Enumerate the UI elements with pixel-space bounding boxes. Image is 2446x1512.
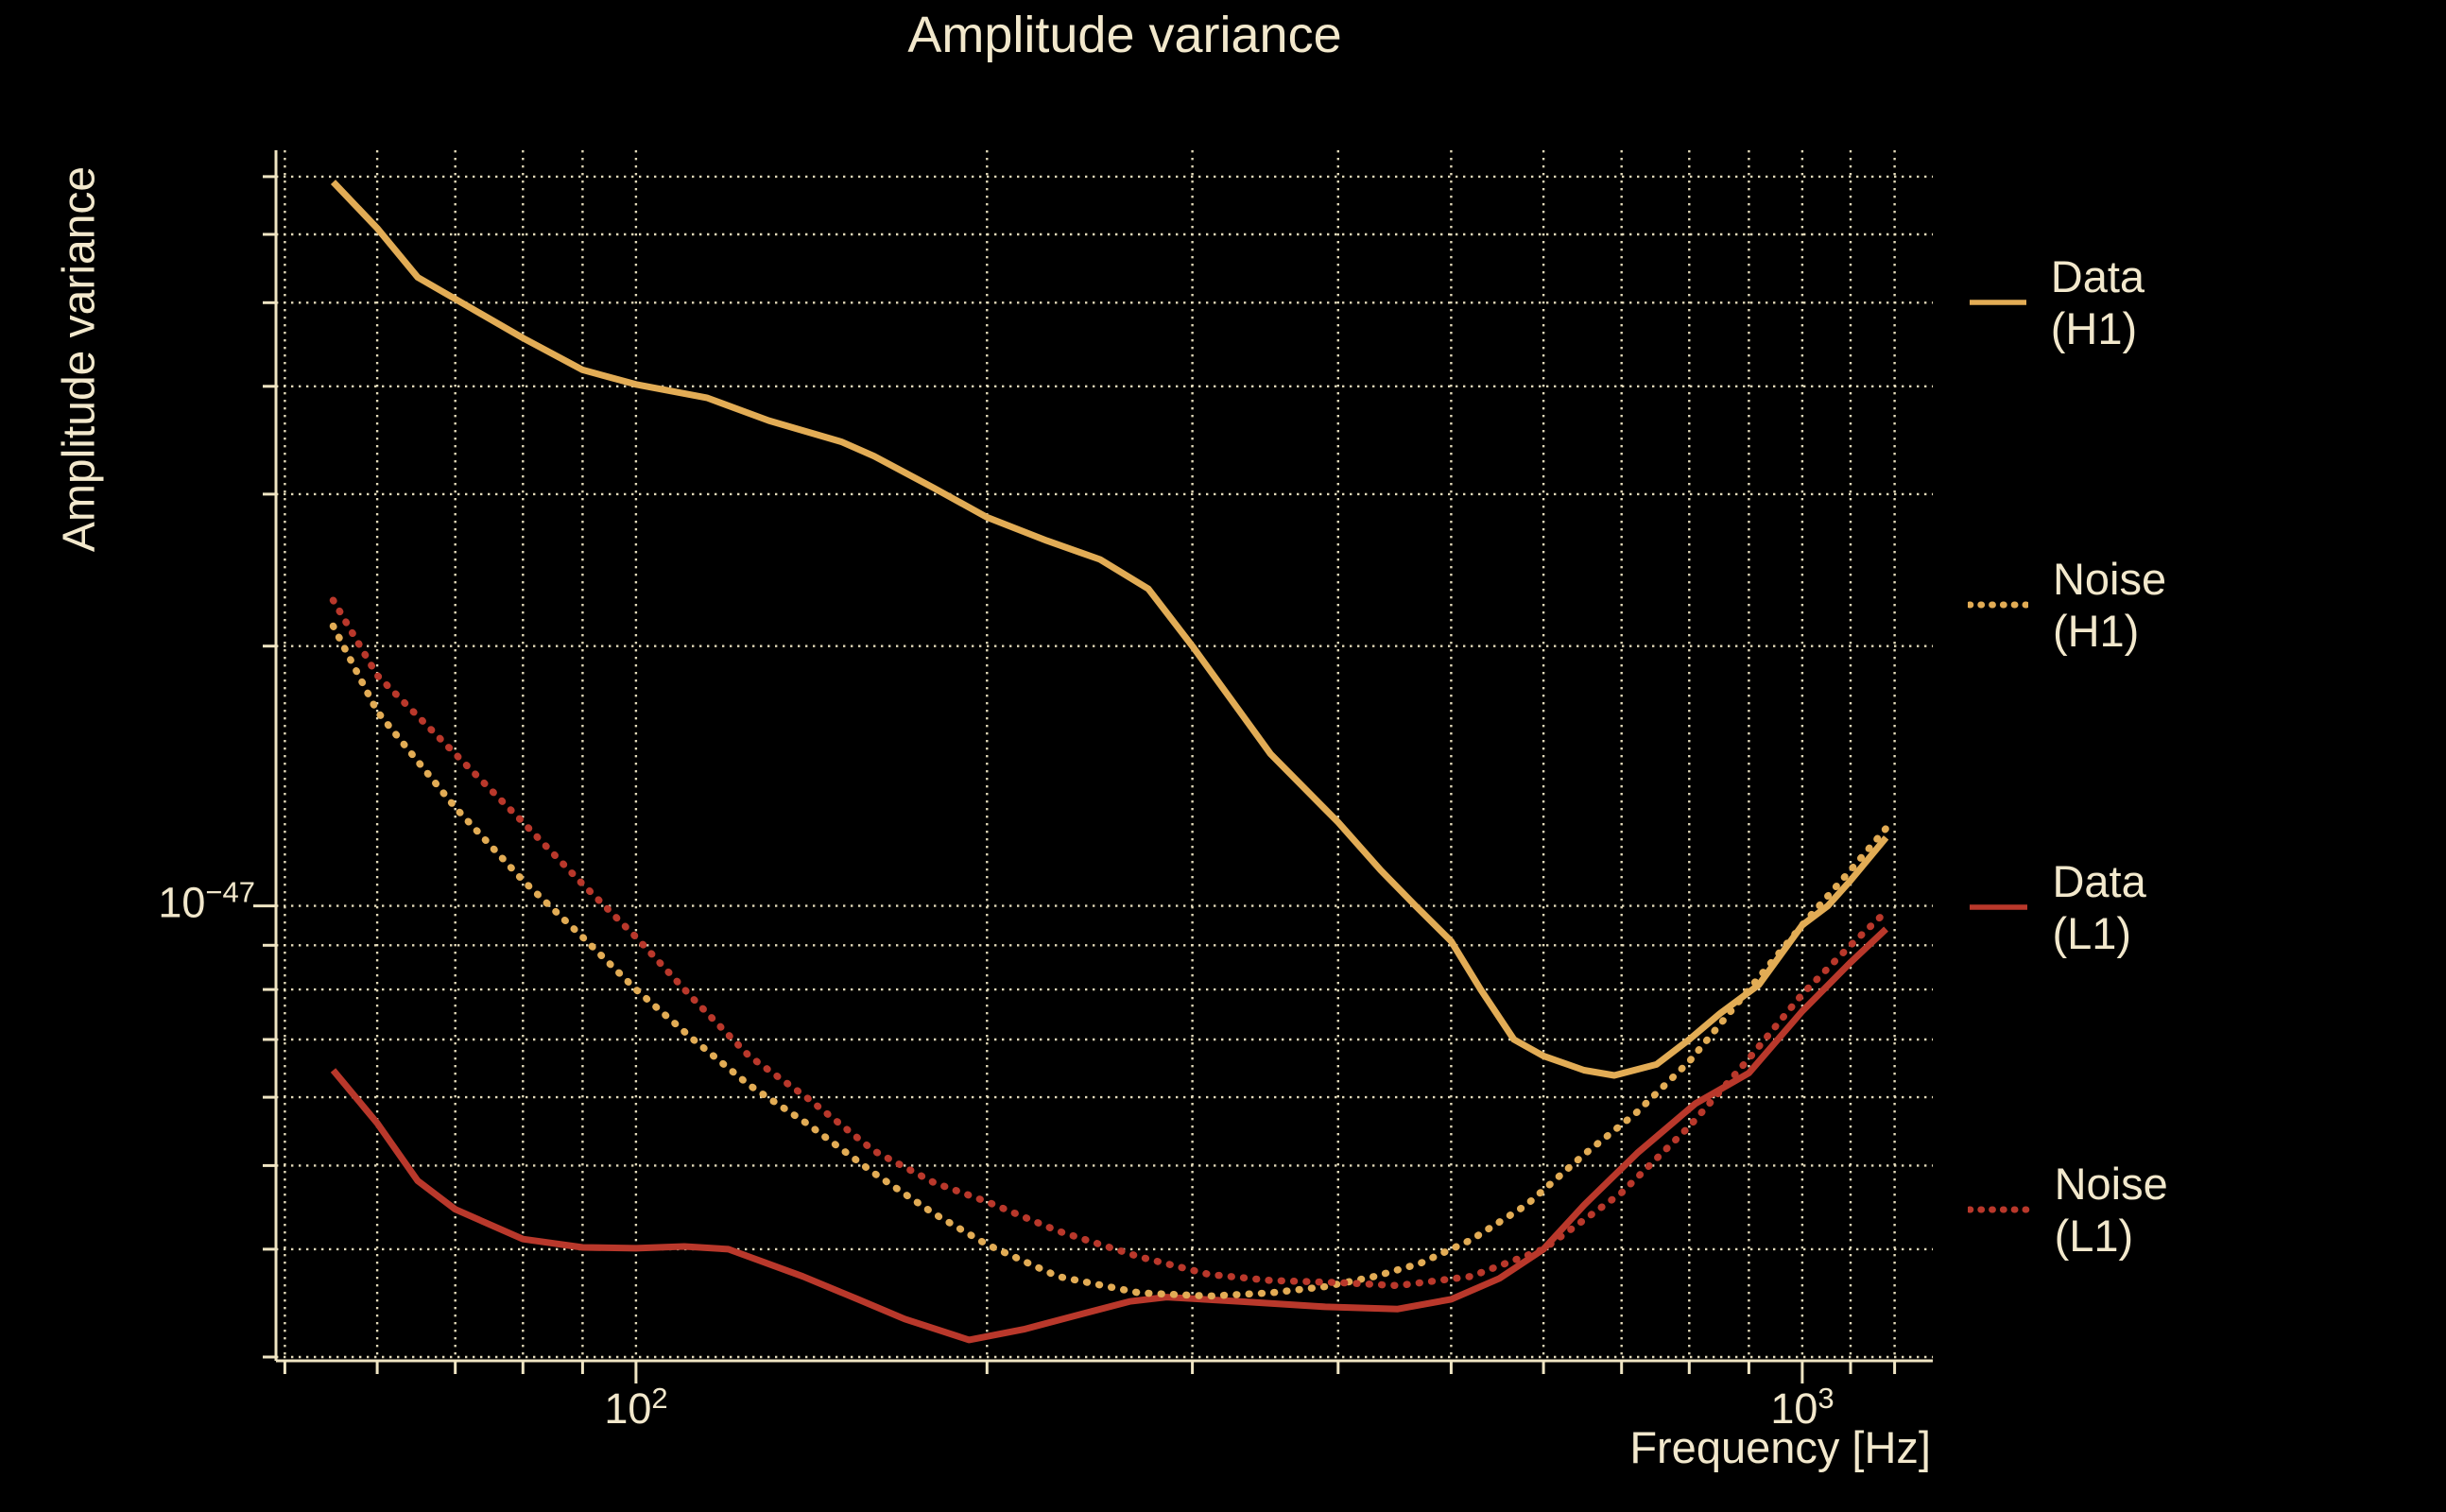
y-tick-label: 10−47 bbox=[158, 876, 255, 928]
x-tick-base: 10 bbox=[1770, 1384, 1818, 1433]
x-tick-label-1000: 103 bbox=[1770, 1382, 1834, 1434]
legend-entry-data-l1: Data (L1) bbox=[1968, 856, 2176, 958]
legend-label: Noise (L1) bbox=[2054, 1159, 2168, 1261]
x-axis-label: Frequency [Hz] bbox=[1629, 1422, 1931, 1472]
y-tick-exponent: −47 bbox=[205, 875, 255, 909]
y-tick-base: 10 bbox=[158, 878, 206, 927]
legend-label: Noise (H1) bbox=[2052, 554, 2167, 656]
legend-label: Data (H1) bbox=[2050, 251, 2145, 353]
legend-swatch-noise-l1-icon bbox=[1968, 1206, 2030, 1213]
legend-entry-noise-h1: Noise (H1) bbox=[1968, 554, 2196, 656]
legend-swatch-data-l1-icon bbox=[1970, 904, 2028, 910]
x-tick-label-100: 102 bbox=[604, 1382, 667, 1434]
chart-title: Amplitude variance bbox=[907, 7, 1342, 63]
x-tick-exponent: 3 bbox=[1817, 1382, 1834, 1415]
legend-entry-data-h1: Data (H1) bbox=[1968, 251, 2176, 353]
legend-swatch-noise-h1-icon bbox=[1968, 601, 2028, 609]
y-axis-label: Amplitude variance bbox=[54, 165, 105, 553]
x-tick-base: 10 bbox=[604, 1384, 652, 1433]
x-tick-exponent: 2 bbox=[651, 1382, 668, 1415]
legend-swatch-data-h1-icon bbox=[1970, 300, 2026, 305]
legend-label: Data (L1) bbox=[2052, 856, 2146, 958]
legend-entry-noise-l1: Noise (L1) bbox=[1968, 1159, 2196, 1261]
